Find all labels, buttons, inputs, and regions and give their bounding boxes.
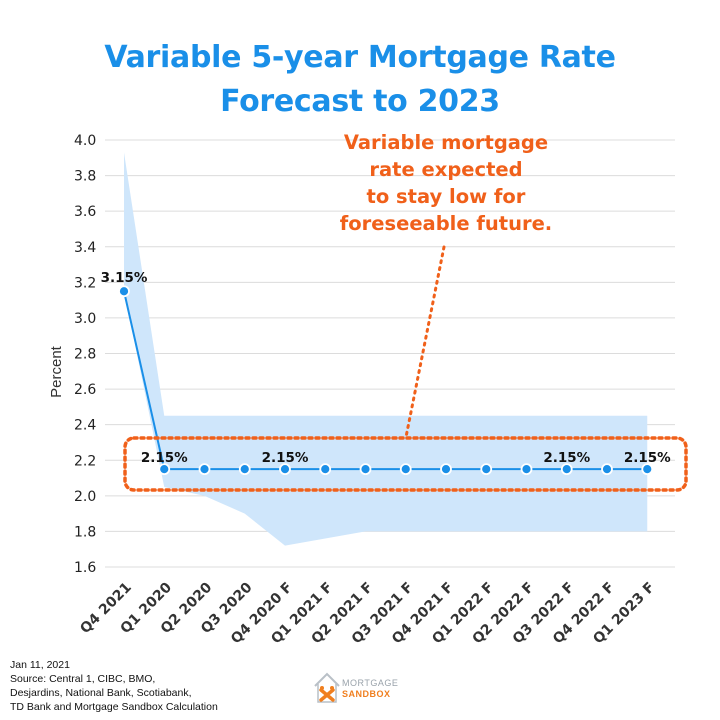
annotation-connector: [404, 245, 446, 439]
data-label: 3.15%: [101, 270, 148, 286]
footer-line: Jan 11, 2021: [10, 659, 70, 671]
y-tick-label: 4.0: [74, 133, 96, 149]
y-tick-label: 2.0: [74, 489, 96, 505]
footer-line: TD Bank and Mortgage Sandbox Calculation: [10, 701, 218, 713]
data-point: [238, 463, 251, 476]
data-label: 2.15%: [262, 450, 309, 466]
data-point: [641, 463, 654, 476]
logo-text-bottom: SANDBOX: [342, 689, 391, 699]
y-tick-label: 2.2: [74, 453, 96, 469]
data-point: [118, 285, 130, 298]
data-point: [319, 463, 332, 476]
data-point: [158, 463, 171, 476]
house-icon: [314, 672, 340, 703]
highlight-box: [123, 436, 688, 492]
annotation-text-line: to stay low for: [367, 185, 526, 208]
rate-series-line: [123, 291, 648, 471]
annotation-text-line: foreseeable future.: [340, 212, 552, 235]
data-point: [198, 463, 211, 476]
mortgage-sandbox-logo: MORTGAGE SANDBOX: [312, 664, 432, 708]
y-tick-label: 3.2: [74, 275, 96, 291]
y-axis-label: Percent: [48, 345, 65, 398]
data-point: [480, 463, 493, 476]
y-tick-label: 2.6: [74, 382, 96, 398]
y-tick-label: 1.6: [74, 560, 96, 576]
data-label: 2.15%: [141, 450, 188, 466]
data-point: [601, 463, 613, 476]
data-point: [440, 463, 452, 476]
footer-line: Source: Central 1, CIBC, BMO,: [10, 673, 156, 685]
source-note: Jan 11, 2021 Source: Central 1, CIBC, BM…: [10, 658, 218, 714]
line-chart: 1.6 1.8 2.0 2.2 2.4 2.6 2.8 3.0 3.2 3.4 3.6 3.8 4.0 P…: [48, 131, 688, 647]
data-point: [279, 463, 291, 476]
chart-title: Variable 5-year Mortgage Rate Forecast t…: [0, 36, 720, 124]
data-label: 2.15%: [543, 450, 590, 466]
y-tick-label: 2.4: [74, 418, 96, 434]
y-tick-label: 3.6: [74, 204, 96, 220]
y-tick-label: 3.8: [74, 169, 96, 185]
data-point: [399, 463, 412, 476]
data-point: [359, 463, 372, 476]
annotation-text-line: Variable mortgage: [344, 131, 548, 154]
logo-text-top: MORTGAGE: [342, 678, 399, 688]
footer-line: Desjardins, National Bank, Scotiabank,: [10, 687, 192, 699]
annotation-text-line: rate expected: [369, 158, 522, 181]
y-tick-label: 2.8: [74, 347, 96, 363]
y-tick-label: 1.8: [74, 524, 96, 540]
data-label: 2.15%: [624, 450, 671, 466]
y-tick-label: 3.0: [74, 311, 96, 327]
data-point: [560, 463, 573, 476]
chart-title-line2: Forecast to 2023: [220, 84, 500, 119]
forecast-range-band: [124, 152, 648, 546]
chart-title-line1: Variable 5-year Mortgage Rate: [104, 40, 616, 75]
data-point: [520, 463, 533, 476]
y-tick-label: 3.4: [74, 240, 96, 256]
